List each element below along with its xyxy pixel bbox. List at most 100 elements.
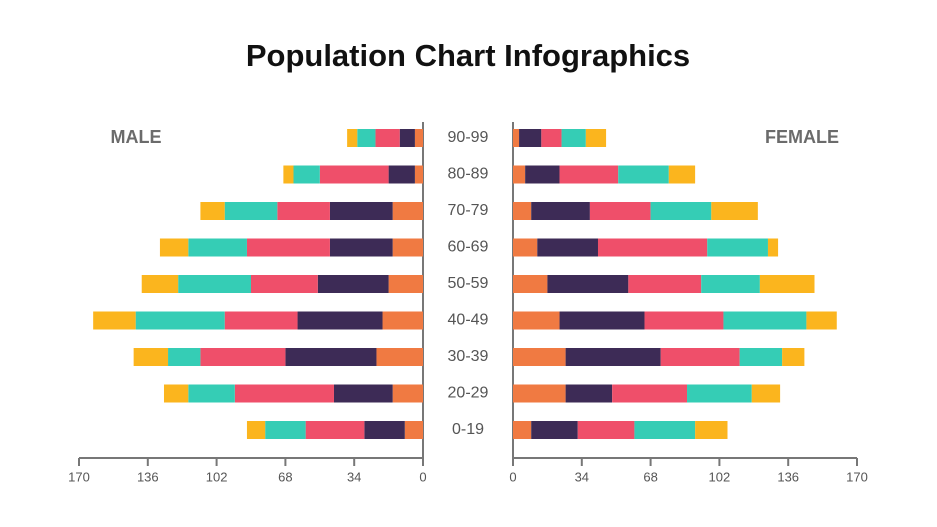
x-tick-label: 136 <box>777 469 799 484</box>
bar-segment <box>93 311 136 330</box>
bar-segment <box>319 165 389 184</box>
bar-segment <box>392 384 423 403</box>
bar-segment <box>519 129 542 147</box>
bar-segment <box>188 238 247 257</box>
bar-segment <box>404 421 423 439</box>
category-label: 50-59 <box>448 275 489 292</box>
bar-segment <box>293 165 320 184</box>
bar-segment <box>364 421 405 439</box>
category-label: 70-79 <box>448 202 489 219</box>
bar-segment <box>559 165 619 184</box>
bar-segment <box>513 275 548 293</box>
bar-segment <box>513 348 566 366</box>
category-label: 30-39 <box>448 348 489 365</box>
x-tick-label: 136 <box>137 469 159 484</box>
x-tick-label: 170 <box>846 469 868 484</box>
bar-segment <box>234 384 334 403</box>
bar-segment <box>513 202 532 220</box>
x-tick-label: 34 <box>347 469 361 484</box>
bar-segment <box>329 238 393 257</box>
bar-segment <box>687 384 752 403</box>
x-tick-label: 68 <box>643 469 657 484</box>
bar-segment <box>559 311 645 330</box>
bar-segment <box>388 165 415 184</box>
bar-segment <box>711 202 758 220</box>
bar-segment <box>347 129 358 147</box>
bar-segment <box>392 202 423 220</box>
bar-segment <box>806 311 837 330</box>
bar-segment <box>782 348 805 366</box>
x-tick-label: 102 <box>206 469 228 484</box>
bar-segment <box>200 202 225 220</box>
bar-segment <box>650 202 712 220</box>
bar-segment <box>531 421 578 439</box>
category-label: 90-99 <box>448 129 489 146</box>
bar-segment <box>537 238 598 257</box>
x-tick-label: 170 <box>68 469 90 484</box>
bar-segment <box>414 165 423 184</box>
bar-segment <box>277 202 330 220</box>
bar-segment <box>565 384 613 403</box>
bar-segment <box>513 238 538 257</box>
bar-segment <box>133 348 169 366</box>
bar-segment <box>163 384 189 403</box>
bar-segment <box>178 275 251 293</box>
bar-segment <box>585 129 607 147</box>
bar-segment <box>547 275 629 293</box>
bar-segment <box>618 165 669 184</box>
bar-segment <box>513 421 532 439</box>
bar-segment <box>141 275 179 293</box>
bar-segment <box>333 384 393 403</box>
bar-segment <box>634 421 696 439</box>
bar-segment <box>376 348 423 366</box>
left-label: MALE <box>111 127 162 147</box>
category-label: 80-89 <box>448 166 489 183</box>
bar-segment <box>399 129 415 147</box>
bar-segment <box>329 202 393 220</box>
bar-segment <box>513 165 526 184</box>
bar-segment <box>612 384 688 403</box>
bar-segment <box>695 421 728 439</box>
bar-segment <box>200 348 286 366</box>
category-label: 0-19 <box>452 421 484 438</box>
x-tick-label: 0 <box>419 469 426 484</box>
bar-segment <box>759 275 815 293</box>
bar-segment <box>577 421 635 439</box>
bar-segment <box>513 129 520 147</box>
bar-segment <box>305 421 365 439</box>
bar-segment <box>317 275 389 293</box>
bar-segment <box>382 311 423 330</box>
bar-segment <box>224 311 298 330</box>
bar-segment <box>246 238 330 257</box>
bar-segment <box>660 348 740 366</box>
bar-segment <box>224 202 278 220</box>
bar-segment <box>513 311 560 330</box>
bar-segment <box>135 311 225 330</box>
bar-segment <box>723 311 807 330</box>
bar-segment <box>597 238 708 257</box>
bar-segment <box>188 384 235 403</box>
bar-segment <box>392 238 423 257</box>
bar-segment <box>525 165 560 184</box>
bar-segment <box>388 275 423 293</box>
bar-segment <box>589 202 651 220</box>
bar-segment <box>246 421 266 439</box>
chart-title: Population Chart Infographics <box>246 38 690 73</box>
bar-segment <box>513 384 566 403</box>
bar-segment <box>668 165 696 184</box>
bar-segment <box>283 165 294 184</box>
bar-segment <box>701 275 760 293</box>
bar-segment <box>541 129 562 147</box>
bar-segment <box>628 275 702 293</box>
category-label: 20-29 <box>448 385 489 402</box>
bar-segment <box>168 348 201 366</box>
right-label: FEMALE <box>765 127 839 147</box>
bar-segment <box>265 421 306 439</box>
category-label: 60-69 <box>448 239 489 256</box>
x-tick-label: 68 <box>278 469 292 484</box>
bar-segment <box>297 311 383 330</box>
bar-segment <box>565 348 661 366</box>
x-tick-label: 0 <box>509 469 516 484</box>
x-tick-label: 34 <box>575 469 589 484</box>
